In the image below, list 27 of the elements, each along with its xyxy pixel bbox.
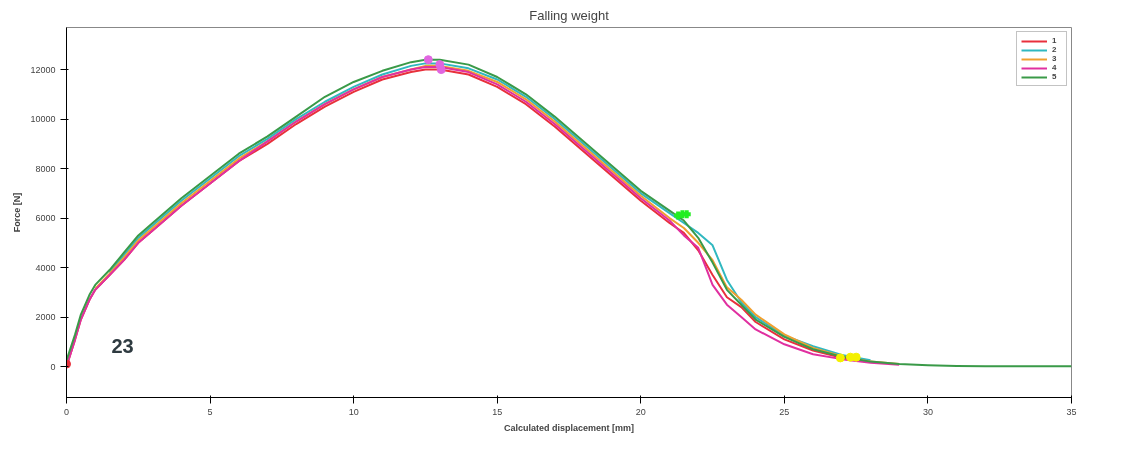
x-axis-title: Calculated displacement [mm] (503, 422, 635, 433)
chart-title: Falling weight (529, 7, 610, 23)
y-tick-label: 12000 (30, 64, 56, 75)
x-tick-label: 20 (635, 406, 646, 417)
point (423, 55, 433, 65)
annotation: 23 (111, 334, 134, 357)
x-tick-label: 35 (1066, 406, 1077, 417)
x-tick-label: 5 (207, 406, 213, 417)
y-tick-label: 2000 (35, 312, 56, 323)
x-tick-label: 0 (64, 406, 70, 417)
y-tick-label: 10000 (30, 114, 56, 125)
y-axis-title: Force [N] (12, 192, 23, 233)
legend-label: 1 (1052, 36, 1058, 45)
legend-label: 5 (1052, 72, 1058, 81)
y-tick-label: 0 (50, 361, 56, 372)
point (835, 353, 845, 363)
x-tick-label: 25 (779, 406, 790, 417)
legend-label: 4 (1052, 63, 1058, 72)
x-tick-label: 10 (348, 406, 359, 417)
legend-label: 3 (1052, 54, 1058, 63)
y-tick-label: 8000 (35, 163, 56, 174)
legend-label: 2 (1052, 45, 1058, 54)
y-tick-label: 4000 (35, 262, 56, 273)
point (436, 65, 446, 75)
x-tick-label: 15 (492, 406, 503, 417)
x-tick-label: 30 (922, 406, 933, 417)
y-tick-label: 6000 (35, 213, 56, 224)
